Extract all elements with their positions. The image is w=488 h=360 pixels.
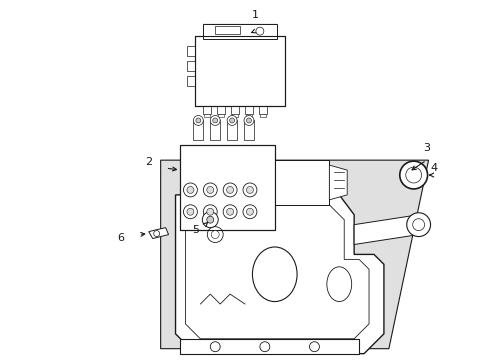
Bar bbox=[218, 113, 224, 117]
Circle shape bbox=[183, 205, 197, 219]
Circle shape bbox=[202, 212, 218, 228]
Circle shape bbox=[211, 231, 219, 239]
Circle shape bbox=[210, 116, 220, 125]
Bar bbox=[258, 105, 266, 113]
Circle shape bbox=[259, 342, 269, 352]
Circle shape bbox=[212, 118, 217, 123]
Bar bbox=[180, 145, 274, 230]
Circle shape bbox=[206, 186, 213, 193]
Bar bbox=[259, 113, 265, 117]
Bar bbox=[210, 121, 220, 140]
Circle shape bbox=[244, 116, 253, 125]
Circle shape bbox=[412, 219, 424, 231]
Polygon shape bbox=[148, 228, 168, 239]
Circle shape bbox=[193, 116, 203, 125]
Circle shape bbox=[223, 183, 237, 197]
Text: 3: 3 bbox=[422, 143, 429, 153]
Bar bbox=[226, 121, 237, 140]
Circle shape bbox=[183, 183, 197, 197]
Bar bbox=[195, 36, 284, 105]
Circle shape bbox=[309, 342, 319, 352]
Text: 6: 6 bbox=[117, 233, 124, 243]
Polygon shape bbox=[328, 165, 346, 200]
Bar bbox=[245, 113, 251, 117]
Polygon shape bbox=[175, 195, 383, 354]
Circle shape bbox=[406, 213, 429, 237]
Circle shape bbox=[399, 161, 427, 189]
Bar bbox=[274, 160, 328, 205]
Bar bbox=[217, 105, 224, 113]
Bar bbox=[204, 113, 210, 117]
Circle shape bbox=[210, 342, 220, 352]
Bar bbox=[195, 36, 284, 105]
Circle shape bbox=[206, 208, 213, 215]
Circle shape bbox=[196, 118, 201, 123]
Text: 1: 1 bbox=[251, 10, 258, 20]
Circle shape bbox=[203, 183, 217, 197]
Bar bbox=[231, 105, 239, 113]
Bar bbox=[244, 121, 253, 140]
Circle shape bbox=[243, 183, 256, 197]
Bar bbox=[274, 160, 328, 205]
Bar bbox=[187, 61, 195, 71]
Circle shape bbox=[246, 118, 251, 123]
Bar bbox=[187, 46, 195, 56]
Bar bbox=[193, 121, 203, 140]
Bar bbox=[203, 105, 211, 113]
Bar bbox=[180, 145, 274, 230]
Text: 5: 5 bbox=[191, 225, 199, 235]
Circle shape bbox=[226, 186, 233, 193]
Polygon shape bbox=[180, 339, 358, 354]
Polygon shape bbox=[161, 160, 427, 349]
Circle shape bbox=[246, 186, 253, 193]
Circle shape bbox=[186, 186, 194, 193]
Circle shape bbox=[226, 116, 237, 125]
Bar bbox=[203, 24, 276, 39]
Ellipse shape bbox=[326, 267, 351, 302]
Text: 2: 2 bbox=[145, 157, 152, 167]
Circle shape bbox=[246, 208, 253, 215]
Circle shape bbox=[223, 205, 237, 219]
Circle shape bbox=[229, 118, 234, 123]
Circle shape bbox=[405, 167, 421, 183]
Text: 4: 4 bbox=[429, 163, 436, 173]
Circle shape bbox=[207, 227, 223, 243]
Ellipse shape bbox=[252, 247, 297, 302]
Bar bbox=[187, 76, 195, 86]
Circle shape bbox=[206, 216, 213, 223]
Circle shape bbox=[203, 205, 217, 219]
Circle shape bbox=[186, 208, 194, 215]
Bar bbox=[244, 105, 252, 113]
Circle shape bbox=[243, 205, 256, 219]
Circle shape bbox=[255, 27, 264, 35]
Bar bbox=[232, 113, 238, 117]
Circle shape bbox=[226, 208, 233, 215]
Polygon shape bbox=[353, 215, 418, 244]
Circle shape bbox=[153, 231, 160, 237]
Bar bbox=[215, 26, 240, 34]
